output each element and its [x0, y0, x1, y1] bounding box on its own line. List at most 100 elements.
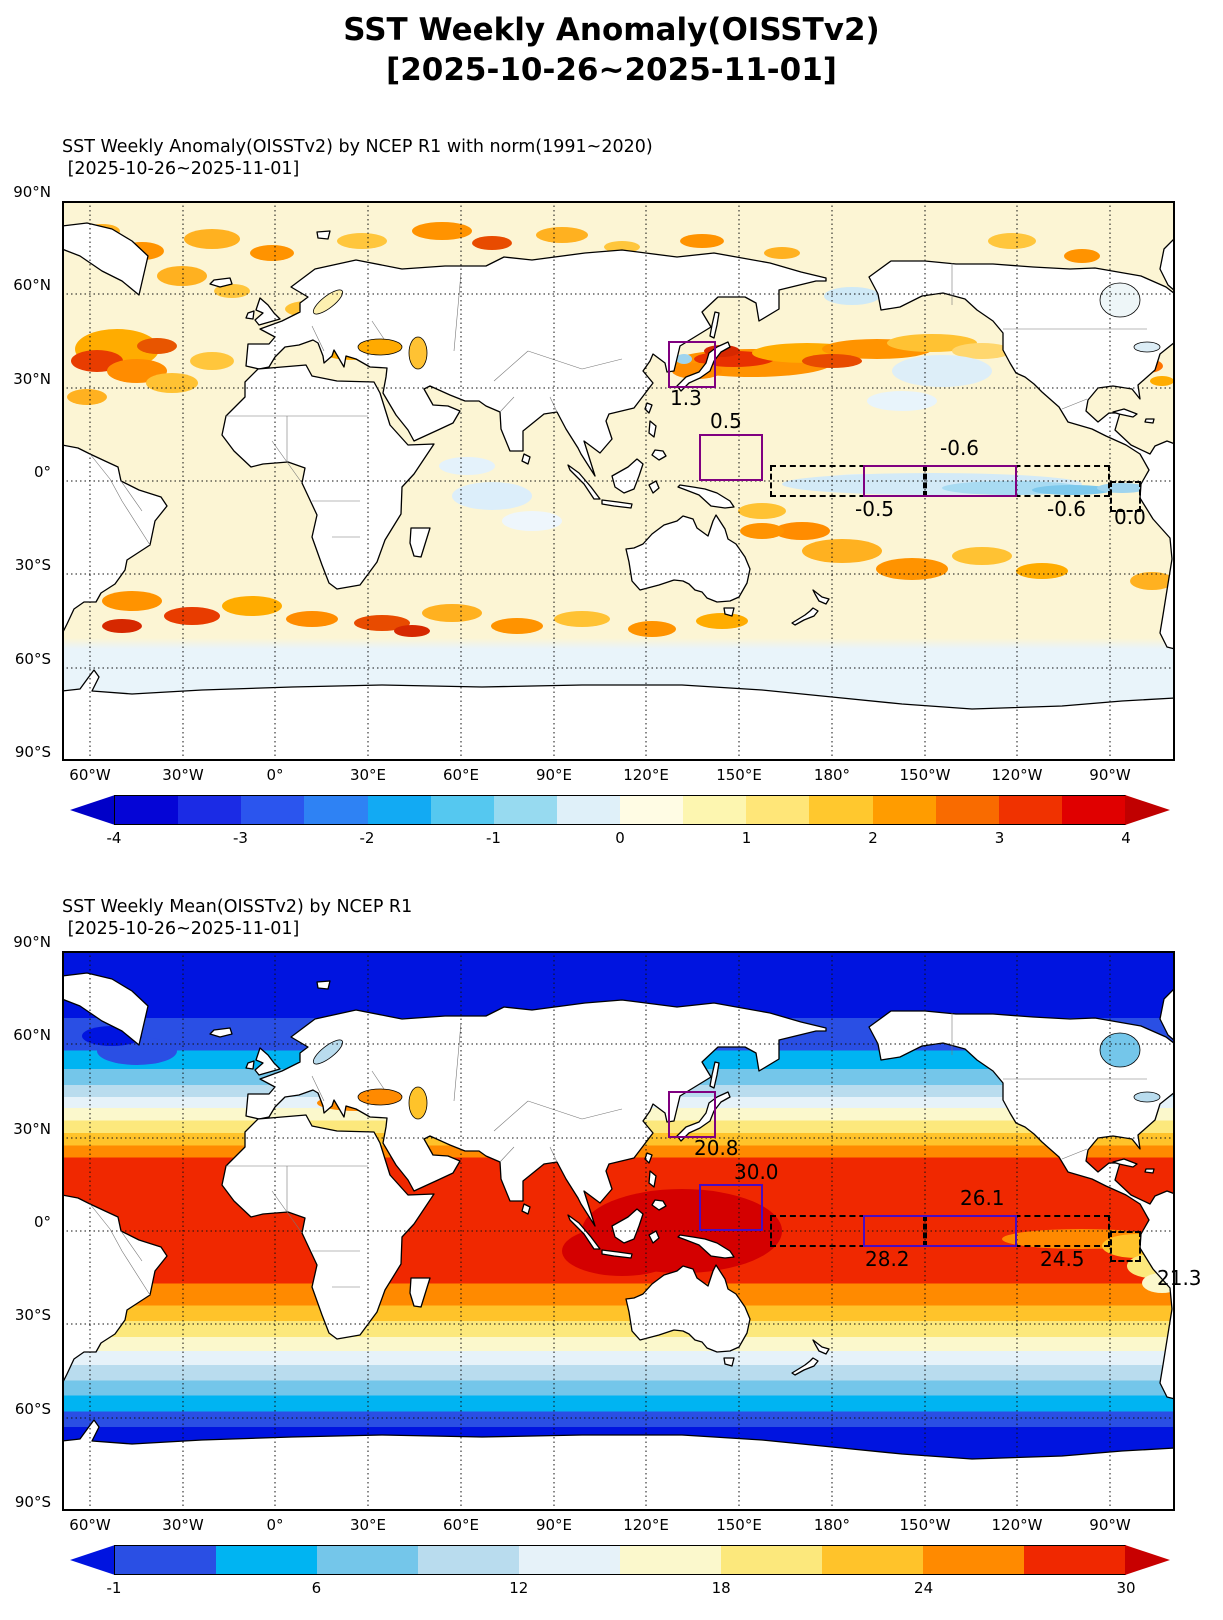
anomaly-colorbar: -4 -3 -2 -1 0 1 2 3 4: [70, 795, 1170, 847]
colorbar-segment: [923, 1546, 1024, 1574]
colorbar-segment: [1061, 796, 1125, 824]
region-value-label: 21.3: [1157, 1266, 1202, 1290]
region-value-label: 0.5: [710, 409, 742, 433]
colorbar-segment: [178, 796, 242, 824]
colorbar-segment: [721, 1546, 822, 1574]
region-value-label: 26.1: [960, 1186, 1005, 1210]
anomaly-region-overlay: 1.3 0.5 -0.6 -0.5 -0.6 0.0: [62, 201, 1175, 761]
colorbar-tick-label: -1: [106, 1579, 122, 1597]
x-tick-label: 60°W: [69, 1516, 111, 1534]
mean-x-axis: 60°W 30°W 0° 30°E 60°E 90°E 120°E 150°E 180° 150°…: [62, 1516, 1175, 1536]
colorbar-segment: [683, 796, 747, 824]
colorbar-segment: [367, 796, 431, 824]
region-value-label: 1.3: [670, 386, 702, 410]
x-tick-label: 90°W: [1089, 766, 1131, 784]
colorbar-segment: [556, 796, 620, 824]
y-tick-label: 60°S: [14, 650, 51, 668]
colorbar-segment: [115, 796, 179, 824]
colorbar-tick-label: -4: [106, 829, 122, 847]
anomaly-blobs: [67, 222, 1174, 637]
x-tick-label: 30°E: [349, 1516, 387, 1534]
mean-y-axis: 90°N 60°N 30°N 0° 30°S 60°S 90°S: [0, 933, 56, 1511]
x-tick-label: 120°E: [623, 1516, 669, 1534]
colorbar-left-arrow: [70, 795, 115, 825]
colorbar-segment: [418, 1546, 519, 1574]
nino4-box: [770, 465, 925, 497]
colorbar-tick-label: 6: [311, 1579, 322, 1597]
x-tick-label: 90°E: [535, 1516, 573, 1534]
page-title: SST Weekly Anomaly(OISSTv2) [2025-10-26~…: [0, 10, 1223, 90]
x-tick-label: 30°W: [162, 1516, 204, 1534]
colorbar-segment: [1024, 1546, 1125, 1574]
anomaly-map-canvas: [62, 201, 1175, 761]
colorbar-segment: [304, 796, 368, 824]
mean-map-canvas: [62, 951, 1175, 1511]
colorbar-segment: [872, 796, 936, 824]
colorbar-ticks: -1 6 12 18 24 30: [107, 1579, 1136, 1599]
colorbar-tick-label: 0: [615, 829, 625, 847]
x-tick-label: 0°: [266, 1516, 284, 1534]
y-tick-label: 60°N: [13, 276, 51, 294]
x-tick-label: 150°W: [899, 1516, 951, 1534]
colorbar-tick-label: 12: [509, 1579, 529, 1597]
colorbar-segment: [493, 796, 557, 824]
page-title-line1: SST Weekly Anomaly(OISSTv2): [343, 12, 880, 48]
colorbar-segment: [998, 796, 1062, 824]
y-tick-label: 30°N: [13, 370, 51, 388]
region-value-label: -0.5: [855, 497, 895, 521]
colorbar-tick-label: -1: [486, 829, 501, 847]
anomaly-map: 1.3 0.5 -0.6 -0.5 -0.6 0.0: [62, 201, 1175, 761]
colorbar-segment: [935, 796, 999, 824]
nino4-box: [770, 1215, 925, 1247]
colorbar-ticks: -4 -3 -2 -1 0 1 2 3 4: [107, 829, 1131, 849]
x-tick-label: 150°W: [899, 766, 951, 784]
x-tick-label: 120°E: [623, 766, 669, 784]
colorbar-segment: [746, 796, 810, 824]
japan-region-box: [668, 341, 716, 388]
region-value-label: 28.2: [865, 1247, 910, 1271]
y-tick-label: 90°N: [13, 183, 51, 201]
x-tick-label: 60°E: [442, 1516, 480, 1534]
colorbar-segment: [519, 1546, 620, 1574]
x-tick-label: 150°E: [716, 766, 762, 784]
region-value-label: 0.0: [1114, 505, 1146, 529]
y-tick-label: 30°S: [14, 1306, 51, 1324]
nino34-box: [863, 1215, 1017, 1247]
x-tick-label: 90°E: [535, 766, 573, 784]
colorbar-right-arrow: [1125, 795, 1170, 825]
y-tick-label: 90°N: [13, 933, 51, 951]
x-tick-label: 30°W: [162, 766, 204, 784]
region-value-label: 30.0: [734, 1160, 779, 1184]
mean-colorbar: -1 6 12 18 24 30: [70, 1545, 1170, 1597]
y-tick-label: 60°S: [14, 1400, 51, 1418]
x-tick-label: 180°: [813, 1516, 851, 1534]
colorbar-body: [114, 1545, 1126, 1575]
colorbar-tick-label: 3: [994, 829, 1005, 847]
x-tick-label: 60°W: [69, 766, 111, 784]
mean-subtitle-line2: [2025-10-26~2025-11-01]: [62, 919, 300, 939]
colorbar-tick-label: 24: [914, 1579, 934, 1597]
y-tick-label: 90°S: [14, 1493, 51, 1511]
region-value-label: -0.6: [1047, 497, 1087, 521]
y-tick-label: 90°S: [14, 743, 51, 761]
region-value-label: -0.6: [940, 436, 980, 460]
colorbar-segment: [430, 796, 494, 824]
colorbar-tick-label: -2: [359, 829, 375, 847]
nino12-box: [1110, 1231, 1141, 1262]
colorbar-segment: [620, 1546, 721, 1574]
nino-west-box: [699, 1184, 763, 1231]
colorbar-segment: [317, 1546, 418, 1574]
x-tick-label: 60°E: [442, 766, 480, 784]
japan-region-box: [668, 1091, 716, 1138]
region-value-label: 20.8: [694, 1136, 739, 1160]
colorbar-tick-label: 4: [1121, 829, 1131, 847]
colorbar-left-arrow: [70, 1545, 115, 1575]
nino3-box: [925, 465, 1110, 497]
x-tick-label: 180°: [813, 766, 851, 784]
mean-region-overlay: 20.8 30.0 26.1 28.2 24.5 21.3: [62, 951, 1202, 1511]
colorbar-segment: [241, 796, 305, 824]
nino-west-box: [699, 434, 763, 481]
mean-subtitle-line1: SST Weekly Mean(OISSTv2) by NCEP R1: [62, 897, 413, 917]
anomaly-y-axis: 90°N 60°N 30°N 0° 30°S 60°S 90°S: [0, 183, 56, 761]
